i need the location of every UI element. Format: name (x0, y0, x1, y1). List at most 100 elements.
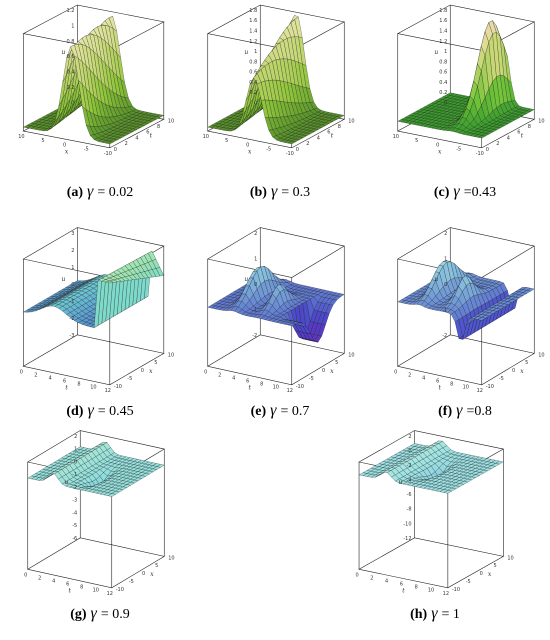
depth-tick-label: 10 (538, 118, 544, 124)
depth-tick-label: 0 (141, 368, 144, 374)
u-tick-label: 1.8 (249, 8, 257, 14)
caption-b: (b) γ = 0.3 (200, 183, 360, 201)
gamma-value: = 0.3 (281, 185, 311, 200)
u-tick-label: -1 (442, 307, 447, 313)
x-tick-label: 2 (34, 372, 37, 378)
x-tick-label: 4 (49, 375, 52, 381)
x-tick-label: 4 (232, 375, 235, 381)
depth-tick-label: -5 (499, 376, 504, 382)
u-tick-label: 2 (444, 231, 447, 237)
surface-mesh (22, 250, 164, 328)
u-axis-label: u (64, 479, 68, 486)
x-tick-label: 6 (246, 379, 249, 385)
plot-f: -2 -1 0 1 2 0 2 4 6 8 10 12 -10 -5 0 5 10 t x u (375, 222, 550, 407)
u-axis-label: u (61, 276, 65, 283)
gamma-value: = 0.7 (280, 404, 310, 419)
u-tick-label: -10 (403, 521, 411, 527)
x-tick-label: -10 (286, 151, 294, 157)
u-tick-label: 2 (408, 434, 411, 440)
u-tick-label: -4 (72, 510, 77, 516)
x-tick-label: 6 (400, 582, 403, 588)
x-tick-label: 2 (408, 372, 411, 378)
depth-tick-label: 4 (507, 135, 510, 141)
depth-tick-label: 10 (168, 555, 174, 561)
x-axis-label: t (65, 385, 68, 392)
u-tick-label: 1.6 (249, 18, 257, 24)
u-tick-label: -8 (407, 507, 412, 513)
u-tick-label: -2 (442, 333, 447, 339)
caption-label: (g) (70, 607, 87, 622)
plot-b: 0 0.2 0.4 0.6 0.8 1 1.2 1.4 1.6 1.8 10 5 0 -5 -10 0 2 4 6 8… (185, 0, 360, 168)
depth-tick-label: -10 (452, 587, 460, 593)
gamma-symbol: γ (453, 183, 460, 200)
x-tick-label: -5 (84, 147, 89, 153)
u-tick-label: -1 (252, 307, 257, 313)
surface-mesh (358, 440, 504, 494)
u-tick-label: 2 (74, 434, 77, 440)
depth-axis-label: x (150, 571, 154, 578)
depth-tick-label: -5 (127, 376, 132, 382)
depth-tick-label: -5 (129, 579, 134, 585)
u-tick-label: 0.4 (249, 80, 257, 86)
u-tick-label: 0 (408, 448, 411, 454)
depth-tick-label: 0 (486, 147, 489, 153)
gamma-symbol: γ (90, 605, 97, 622)
surface-mesh (23, 15, 165, 145)
x-tick-label: 8 (260, 382, 263, 388)
depth-tick-label: 6 (517, 130, 520, 136)
gamma-symbol: γ (431, 605, 438, 622)
u-tick-label: -1 (72, 472, 77, 478)
depth-tick-label: 0 (512, 368, 515, 374)
gamma-value: = 0.45 (97, 404, 134, 419)
depth-tick-label: 8 (528, 124, 531, 130)
caption-label: (e) (250, 404, 267, 419)
x-tick-label: 12 (107, 591, 113, 597)
x-tick-label: 8 (415, 585, 418, 591)
gamma-value: = 0.02 (97, 185, 134, 200)
depth-tick-label: -10 (486, 384, 494, 390)
x-tick-label: 12 (287, 388, 293, 394)
depth-tick-label: 10 (168, 118, 174, 124)
u-tick-label: -2 (69, 316, 74, 322)
u-axis-label: u (399, 479, 403, 486)
depth-axis-label: x (330, 368, 334, 375)
u-tick-label: 0 (444, 100, 447, 106)
u-tick-label: -4 (407, 478, 412, 484)
x-axis-label: x (248, 148, 252, 155)
caption-label: (c) (433, 185, 450, 200)
plot-e: -2 -1 0 1 2 0 2 4 6 8 10 12 -10 -5 0 5 10 t x u (185, 222, 360, 407)
gamma-symbol: γ (270, 183, 278, 200)
caption-label: (f) (438, 404, 453, 419)
x-axis-label: x (438, 148, 442, 155)
plot-a: 0 0.2 0.4 0.6 0.8 1 1.2 10 5 0 -5 -10 0 2 4 6 8 10 x t u (0, 0, 180, 168)
caption-e: (e) γ = 0.7 (200, 402, 360, 420)
caption-d: (d) γ = 0.45 (20, 402, 180, 420)
x-tick-label: 4 (385, 578, 388, 584)
depth-axis-label: t (331, 133, 334, 140)
surface-mesh (207, 15, 345, 145)
x-tick-label: 10 (18, 134, 24, 140)
x-tick-label: 10 (203, 134, 209, 140)
x-tick-label: -10 (104, 151, 112, 157)
u-tick-label: 0 (74, 459, 77, 465)
depth-tick-label: 10 (538, 352, 544, 358)
x-tick-label: 5 (41, 138, 44, 144)
x-tick-label: 8 (450, 382, 453, 388)
gamma-symbol: γ (87, 402, 94, 419)
x-tick-label: 8 (77, 382, 80, 388)
u-tick-label: 2 (254, 231, 257, 237)
x-tick-label: -10 (476, 151, 484, 157)
x-tick-label: 6 (436, 379, 439, 385)
u-tick-label: 0.6 (439, 70, 447, 76)
u-tick-label: 0.6 (249, 70, 257, 76)
depth-tick-label: 6 (327, 130, 330, 136)
x-tick-label: 5 (225, 138, 228, 144)
depth-tick-label: 5 (493, 563, 496, 569)
depth-tick-label: 0 (480, 571, 483, 577)
x-axis-label: t (69, 588, 72, 595)
u-tick-label: 0 (444, 282, 447, 288)
